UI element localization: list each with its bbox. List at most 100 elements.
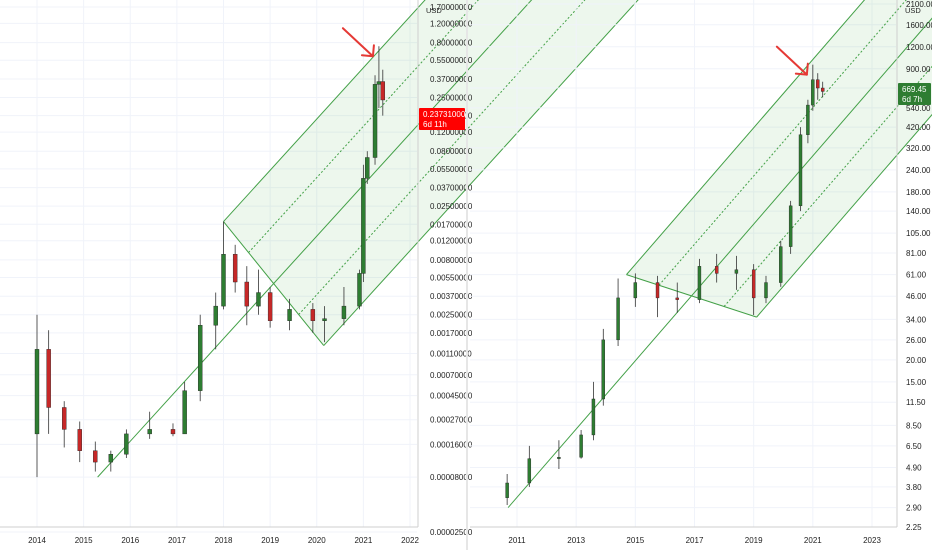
left-candle-body xyxy=(93,450,98,463)
right-y-tick: 2.90 xyxy=(906,504,922,513)
left-candle-body xyxy=(232,254,238,283)
left-y-tick: 0.01200000 xyxy=(430,237,473,246)
left-candle-body xyxy=(244,281,250,307)
left-y-tick: 0.00016000 xyxy=(430,440,473,449)
left-candle-body xyxy=(221,254,226,307)
right-y-tick: 420.00 xyxy=(906,123,931,132)
right-x-tick: 2021 xyxy=(804,536,822,545)
left-y-tick: 0.08000000 xyxy=(430,147,473,156)
left-candle-body xyxy=(61,407,67,430)
left-y-tick: 0.12000000 xyxy=(430,128,473,137)
left-y-tick: 0.00002500 xyxy=(430,528,473,537)
left-x-tick: 2018 xyxy=(215,536,233,545)
left-pitchfork xyxy=(97,0,639,478)
left-y-tick: 0.55000000 xyxy=(430,56,473,65)
left-y-tick: 0.00550000 xyxy=(430,274,473,283)
left-candle-body xyxy=(287,309,292,321)
left-candle-body xyxy=(147,429,152,435)
right-candle-body xyxy=(811,79,815,106)
left-y-tick: 0.00045000 xyxy=(430,392,473,401)
right-arrow-shaft xyxy=(775,45,808,76)
left-last-price-badge: 0.23731000 6d 11h xyxy=(419,108,466,130)
right-x-tick: 2011 xyxy=(508,536,526,545)
right-candle-body xyxy=(806,104,810,135)
right-y-tick: 2100.00 xyxy=(906,0,932,9)
left-candle-body xyxy=(357,273,362,307)
right-fork-upper xyxy=(626,0,866,275)
right-y-tick: 540.00 xyxy=(906,104,931,113)
left-y-tick: 0.00008000 xyxy=(430,473,473,482)
left-candle-body xyxy=(124,433,129,455)
right-y-tick: 1200.00 xyxy=(906,43,932,52)
left-candle-body xyxy=(213,305,218,326)
left-x-tick: 2021 xyxy=(354,536,372,545)
left-candle-body xyxy=(372,84,378,158)
left-y-tick: 0.00250000 xyxy=(430,311,473,320)
left-candle-body xyxy=(341,305,347,319)
left-candle-body xyxy=(108,454,114,463)
right-candle-body xyxy=(751,269,756,299)
right-y-tick: 240.00 xyxy=(906,166,931,175)
right-candle-body xyxy=(505,482,509,498)
right-candle-body xyxy=(697,266,702,300)
right-y-tick: 105.00 xyxy=(906,229,931,238)
right-candle-body xyxy=(788,205,793,247)
right-y-unit-label: USD xyxy=(905,6,921,15)
left-y-tick: 0.00027000 xyxy=(430,416,473,425)
left-x-tick: 2019 xyxy=(261,536,279,545)
left-arrow-shaft xyxy=(341,27,374,58)
right-candle-body xyxy=(616,297,620,341)
right-fork-handle xyxy=(626,274,757,318)
left-y-tick: 0.00370000 xyxy=(430,292,473,301)
left-fork-upper xyxy=(223,0,426,222)
right-badge-price: 669.45 xyxy=(902,85,927,94)
left-badge-box xyxy=(419,108,465,130)
left-candle-body xyxy=(182,390,187,435)
right-candle-body xyxy=(798,134,803,207)
left-x-tick: 2015 xyxy=(75,536,93,545)
left-x-tick: 2014 xyxy=(28,536,46,545)
left-x-tick: 2017 xyxy=(168,536,186,545)
right-x-tick: 2023 xyxy=(863,536,881,545)
left-annotation-arrow xyxy=(341,27,375,58)
right-candle-body xyxy=(816,79,820,89)
right-y-tick: 2.25 xyxy=(906,523,922,532)
right-x-tick: 2015 xyxy=(626,536,644,545)
right-pitchfork xyxy=(507,0,932,508)
left-y-tick: 0.37000000 xyxy=(430,75,473,84)
right-candle-body xyxy=(675,297,679,300)
right-y-tick: 320.00 xyxy=(906,144,931,153)
right-candle-body xyxy=(734,269,739,274)
left-y-tick: 0.05500000 xyxy=(430,165,473,174)
right-y-tick: 46.00 xyxy=(906,292,927,301)
left-y-tick: 0.01700000 xyxy=(430,220,473,229)
right-fork-lower xyxy=(756,113,932,318)
left-y-tick: 0.03700000 xyxy=(430,184,473,193)
left-candle-body xyxy=(376,81,382,85)
left-fork-band xyxy=(223,0,639,346)
right-y-tick: 20.00 xyxy=(906,356,927,365)
left-candle-body xyxy=(256,292,261,307)
right-candle-body xyxy=(714,266,719,274)
right-y-tick: 900.00 xyxy=(906,65,931,74)
left-candle-body xyxy=(322,318,327,321)
right-candles xyxy=(505,64,825,505)
right-badge-box xyxy=(898,83,931,105)
right-y-tick: 11.50 xyxy=(906,398,926,407)
left-y-tick: 0.00170000 xyxy=(430,329,473,338)
right-annotation-arrow xyxy=(775,45,809,76)
right-badge-countdown: 6d 7h xyxy=(902,95,922,104)
right-chart-panel: 2100.001600.001200.00900.00700.00540.004… xyxy=(470,0,932,545)
right-candle-body xyxy=(633,282,638,299)
left-candle-body xyxy=(365,157,370,179)
left-candle-body xyxy=(46,349,51,408)
right-x-tick: 2013 xyxy=(567,536,585,545)
right-candle-body xyxy=(655,282,660,299)
left-y-tick: 1.20000000 xyxy=(430,19,473,28)
left-candle-body xyxy=(310,309,316,321)
left-fork-handle xyxy=(223,221,325,346)
left-candle-body xyxy=(77,429,82,451)
left-fork-median xyxy=(97,0,533,478)
left-x-tick: 2016 xyxy=(121,536,139,545)
